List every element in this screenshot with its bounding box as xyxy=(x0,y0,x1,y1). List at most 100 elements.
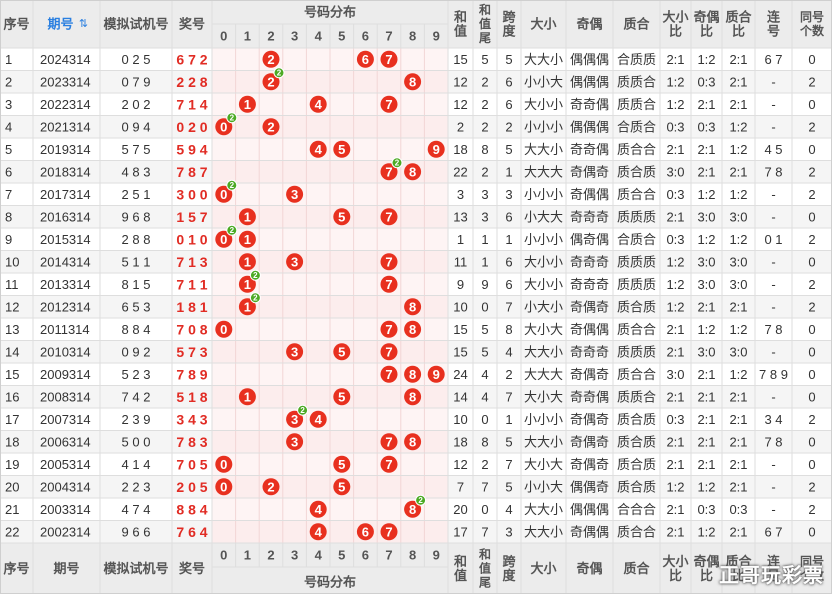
digit-ball xyxy=(380,253,398,271)
digit-ball-label: 7 xyxy=(385,367,392,382)
size-ratio: 1:2 xyxy=(666,74,684,89)
digit-ball xyxy=(262,118,280,136)
prime-pattern: 质合合 xyxy=(617,524,656,539)
prime-pattern: 质合质 xyxy=(617,164,656,179)
size-pattern: 大小大 xyxy=(524,389,563,404)
digit-ball-label: 9 xyxy=(433,142,440,157)
same-count: 2 xyxy=(808,119,815,134)
prime-ratio: 1:2 xyxy=(729,367,747,382)
header-digit: 0 xyxy=(220,548,227,563)
digit-ball xyxy=(404,163,422,181)
seq-value: 16 xyxy=(5,389,19,404)
header-digit: 3 xyxy=(291,29,298,44)
parity-pattern: 偶偶奇 xyxy=(570,479,609,494)
repeat-badge-label: 2 xyxy=(277,68,282,77)
consecutive-value: 7 8 9 xyxy=(759,367,788,382)
digit-ball-label: 6 xyxy=(362,52,369,67)
prime-pattern: 质合合 xyxy=(617,322,656,337)
parity-pattern: 偶奇偶 xyxy=(570,232,609,247)
size-pattern: 小小大 xyxy=(524,74,563,89)
digit-ball-label: 2 xyxy=(267,479,274,494)
repeat-badge xyxy=(249,269,261,281)
period-value: 2019314 xyxy=(40,142,91,157)
digit-ball-label: 3 xyxy=(291,412,298,427)
consecutive-value: 7 8 xyxy=(764,164,782,179)
parity-ratio: 3:0 xyxy=(697,254,715,269)
prime-ratio: 3:0 xyxy=(729,209,747,224)
prime-ratio: 2:1 xyxy=(729,412,747,427)
digit-ball xyxy=(309,140,327,158)
size-ratio: 2:1 xyxy=(666,389,684,404)
consecutive-value: 6 7 xyxy=(764,52,782,67)
digit-ball xyxy=(380,343,398,361)
sum-tail-value: 2 xyxy=(481,164,488,179)
span-value: 1 xyxy=(505,232,512,247)
header-prize: 奖号 xyxy=(179,561,205,576)
span-value: 6 xyxy=(505,254,512,269)
prime-pattern: 质质合 xyxy=(617,389,656,404)
digit-ball xyxy=(404,365,422,383)
digit-ball xyxy=(380,163,398,181)
sum-value: 17 xyxy=(453,524,467,539)
prime-ratio: 1:2 xyxy=(729,187,747,202)
size-ratio: 3:0 xyxy=(666,164,684,179)
digit-ball xyxy=(286,343,304,361)
sim-value: 0 9 2 xyxy=(122,344,151,359)
prime-ratio: 2:1 xyxy=(729,434,747,449)
seq-value: 17 xyxy=(5,412,19,427)
header-sim: 模拟试机号 xyxy=(103,561,168,576)
repeat-badge-label: 2 xyxy=(253,271,258,280)
digit-ball-label: 7 xyxy=(385,344,392,359)
prime-ratio: 3:0 xyxy=(729,254,747,269)
prime-ratio: 2:1 xyxy=(729,524,747,539)
header-period: 期号 xyxy=(53,561,79,576)
parity-ratio: 0:3 xyxy=(697,74,715,89)
digit-ball xyxy=(238,253,256,271)
sim-value: 6 5 3 xyxy=(122,299,151,314)
parity-ratio: 2:1 xyxy=(697,389,715,404)
prime-pattern: 质合质 xyxy=(617,434,656,449)
prime-ratio: 2:1 xyxy=(729,389,747,404)
sum-value: 22 xyxy=(453,164,467,179)
digit-ball-label: 5 xyxy=(338,479,345,494)
same-count: 0 xyxy=(808,389,815,404)
same-count: 0 xyxy=(808,209,815,224)
digit-ball xyxy=(215,478,233,496)
digit-ball-label: 0 xyxy=(220,232,227,247)
digit-ball-label: 8 xyxy=(409,299,416,314)
header-parity: 奇偶 xyxy=(576,561,602,576)
prize-value: 0 1 0 xyxy=(176,231,207,247)
sum-tail-value: 7 xyxy=(481,524,488,539)
parity-ratio: 2:1 xyxy=(697,457,715,472)
prize-value: 7 1 1 xyxy=(176,276,207,292)
digit-ball-label: 5 xyxy=(338,344,345,359)
digit-ball-label: 0 xyxy=(220,187,227,202)
sum-tail-value: 8 xyxy=(481,434,488,449)
digit-ball-label: 7 xyxy=(385,97,392,112)
parity-pattern: 奇偶奇 xyxy=(570,434,609,449)
prime-ratio: 3:0 xyxy=(729,277,747,292)
sum-tail-value: 5 xyxy=(481,322,488,337)
seq-value: 4 xyxy=(5,119,12,134)
digit-ball xyxy=(380,455,398,473)
period-value: 2002314 xyxy=(40,524,91,539)
size-ratio: 1:2 xyxy=(666,299,684,314)
prize-value: 1 5 7 xyxy=(176,209,207,225)
header-span: 度 xyxy=(502,24,516,39)
header-sr: 比 xyxy=(669,568,682,583)
size-pattern: 大大小 xyxy=(524,502,563,517)
header-digit: 7 xyxy=(385,29,392,44)
digit-ball-label: 5 xyxy=(338,389,345,404)
parity-pattern: 偶偶偶 xyxy=(570,74,609,89)
sum-tail-value: 5 xyxy=(481,52,488,67)
header-size: 大小 xyxy=(530,17,556,32)
repeat-badge-label: 2 xyxy=(300,406,305,415)
prize-value: 5 7 3 xyxy=(176,344,207,360)
header-con: 号 xyxy=(767,24,780,39)
parity-ratio: 1:2 xyxy=(697,322,715,337)
digit-ball xyxy=(380,320,398,338)
prime-ratio: 2:1 xyxy=(729,457,747,472)
prime-ratio: 2:1 xyxy=(729,74,747,89)
header-qr: 质合 xyxy=(725,554,752,569)
header-digit: 3 xyxy=(291,548,298,563)
